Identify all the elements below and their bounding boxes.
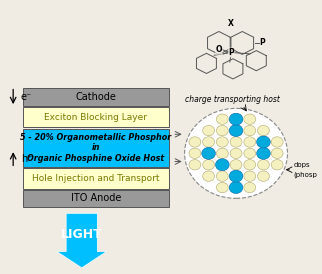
Bar [23,107,169,127]
Circle shape [229,182,243,193]
Circle shape [271,137,283,147]
Circle shape [230,159,242,170]
Circle shape [244,125,256,136]
Circle shape [244,171,256,181]
Text: ITO Anode: ITO Anode [71,193,121,203]
Text: P: P [260,38,265,47]
Circle shape [216,137,228,147]
Circle shape [244,148,256,159]
Circle shape [215,159,229,171]
Text: (phosp: (phosp [294,172,317,178]
Circle shape [229,125,243,136]
Circle shape [230,137,242,147]
Text: X: X [227,19,233,28]
Circle shape [257,147,270,159]
Circle shape [258,171,270,181]
Bar [23,129,169,167]
Circle shape [189,159,201,170]
Text: P: P [229,48,234,57]
Bar [23,168,169,189]
Circle shape [202,147,215,159]
FancyArrow shape [57,213,107,268]
Circle shape [216,114,228,124]
Circle shape [271,159,283,170]
Circle shape [216,182,228,193]
Text: O: O [216,45,222,54]
Circle shape [258,159,270,170]
Circle shape [258,125,270,136]
Circle shape [185,109,288,198]
Circle shape [216,171,228,181]
Circle shape [244,182,256,193]
Text: charge transporting host: charge transporting host [185,95,280,104]
Text: Exciton Blocking Layer: Exciton Blocking Layer [44,113,147,122]
Circle shape [189,148,201,159]
Circle shape [203,171,214,181]
Text: Cathode: Cathode [75,92,116,102]
Text: e⁻: e⁻ [21,92,32,102]
Circle shape [257,136,270,148]
Bar [23,190,169,207]
Text: dops: dops [294,162,310,167]
Circle shape [203,137,214,147]
Circle shape [203,159,214,170]
Circle shape [244,137,256,147]
Bar [23,88,169,106]
Circle shape [271,148,283,159]
Text: 5 - 20% Organometallic Phosphor
in
Organic Phosphine Oxide Host: 5 - 20% Organometallic Phosphor in Organ… [20,133,171,163]
Circle shape [244,159,256,170]
Circle shape [216,148,228,159]
Text: Hole Injection and Transport: Hole Injection and Transport [32,174,159,183]
Circle shape [229,170,243,182]
Circle shape [244,114,256,124]
Text: h⁺: h⁺ [21,154,33,164]
Text: LIGHT: LIGHT [61,228,103,241]
Circle shape [229,113,243,125]
Circle shape [189,137,201,147]
Circle shape [216,125,228,136]
Circle shape [203,125,214,136]
Circle shape [230,148,242,159]
